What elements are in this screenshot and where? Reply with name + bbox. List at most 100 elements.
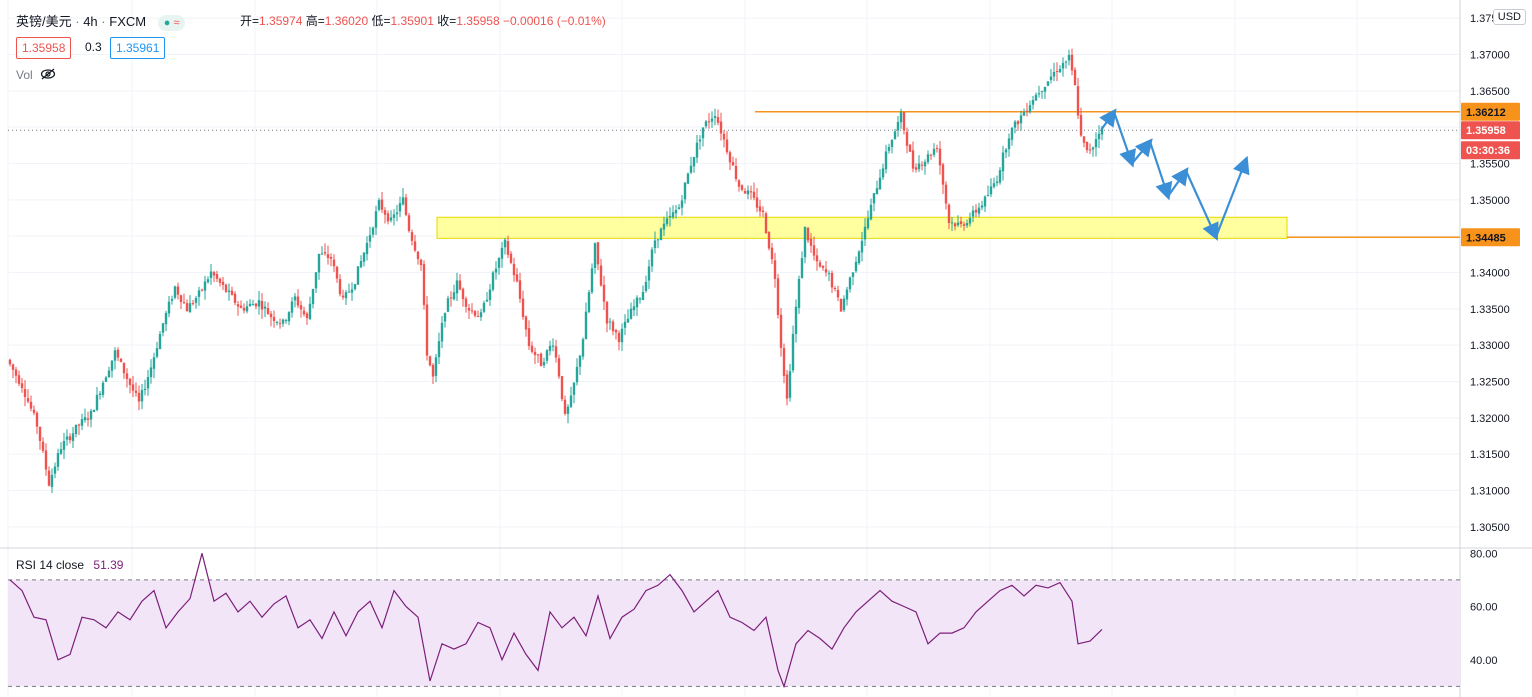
candle-body: [929, 154, 933, 156]
candle: [449, 291, 453, 307]
candle-body: [668, 215, 672, 218]
candle-body: [713, 116, 717, 118]
candle: [305, 311, 309, 325]
candle: [557, 354, 561, 379]
candle-body: [815, 255, 819, 262]
candle-body: [56, 453, 60, 467]
candle: [335, 265, 339, 283]
candle-body: [593, 243, 597, 268]
projection-arrow[interactable]: [1148, 141, 1173, 201]
candle: [401, 187, 405, 206]
symbol-legend[interactable]: 英镑/美元 · 4h · FXCM ● ≈: [16, 11, 186, 31]
candle-body: [584, 311, 588, 340]
candle: [920, 161, 924, 171]
candle-body: [587, 292, 591, 312]
candle: [890, 139, 894, 154]
candle-body: [149, 367, 153, 377]
candle: [533, 347, 537, 364]
support-tag: [1461, 228, 1520, 247]
candle-body: [989, 186, 993, 195]
candle-body: [1097, 133, 1101, 140]
candle-body: [1076, 86, 1080, 116]
candle: [872, 193, 876, 212]
candle: [926, 150, 930, 165]
candle-body: [935, 148, 939, 150]
candle: [239, 300, 243, 309]
candle-body: [278, 323, 282, 325]
candle: [1052, 62, 1056, 82]
candle-body: [695, 142, 699, 158]
candle: [896, 115, 900, 137]
candle-body: [302, 310, 306, 315]
candle: [836, 285, 840, 302]
candle: [302, 306, 306, 317]
candle: [437, 332, 441, 364]
projection-arrows[interactable]: [1099, 108, 1250, 241]
candle: [614, 328, 618, 340]
projection-arrow[interactable]: [1112, 111, 1136, 168]
candle-body: [818, 262, 822, 267]
candle: [356, 266, 360, 285]
projection-arrow[interactable]: [1167, 167, 1189, 197]
candle: [725, 131, 729, 155]
sell-price-button[interactable]: 1.35958: [16, 37, 72, 59]
candle: [254, 302, 258, 310]
candle: [362, 251, 366, 267]
eye-hidden-icon[interactable]: [40, 68, 56, 83]
candle-body: [395, 212, 399, 215]
candle: [392, 209, 396, 226]
candle: [395, 204, 399, 222]
candle-body: [659, 228, 663, 241]
candle: [77, 423, 81, 435]
candle: [53, 462, 57, 479]
candle-body: [950, 222, 954, 224]
candle-body: [926, 154, 930, 163]
projection-arrow[interactable]: [1099, 108, 1117, 130]
price-axis[interactable]: 1.375001.370001.365001.360001.355001.350…: [1470, 13, 1510, 534]
interval-label[interactable]: 4h: [83, 14, 98, 29]
candle: [137, 385, 141, 411]
volume-legend[interactable]: Vol: [16, 68, 56, 83]
candle: [344, 289, 348, 305]
candle-body: [632, 306, 636, 311]
candle: [371, 226, 375, 238]
projection-arrow[interactable]: [1214, 155, 1250, 238]
candle: [944, 181, 948, 210]
candle: [959, 216, 963, 228]
projection-arrow[interactable]: [1184, 170, 1219, 241]
price-tick-label: 1.35500: [1470, 159, 1510, 171]
candle-body: [620, 328, 624, 343]
candle: [1058, 65, 1062, 73]
candle-body: [272, 316, 276, 322]
candle-body: [77, 424, 81, 426]
candle-body: [983, 196, 987, 207]
candle: [833, 286, 837, 292]
candle: [818, 259, 822, 268]
symbol-name[interactable]: 英镑/美元: [16, 14, 72, 29]
candle-body: [923, 161, 927, 167]
candle: [692, 156, 696, 173]
candle-body: [719, 121, 723, 134]
candle: [554, 339, 558, 363]
candle-body: [326, 254, 330, 259]
candle-body: [50, 474, 54, 487]
candle: [629, 302, 633, 320]
candle: [113, 347, 117, 370]
candle: [218, 277, 222, 287]
candle-body: [266, 308, 270, 315]
price-tick-label: 1.36500: [1470, 86, 1510, 98]
candle-body: [596, 242, 600, 265]
candle: [824, 260, 828, 277]
projection-arrow[interactable]: [1131, 138, 1153, 165]
candle: [497, 257, 501, 275]
buy-price-button[interactable]: 1.35961: [110, 37, 166, 59]
countdown-tag-label: 03:30:36: [1466, 145, 1510, 157]
candle: [536, 354, 540, 363]
candle-body: [449, 297, 453, 299]
candle: [761, 206, 765, 217]
currency-badge[interactable]: USD: [1492, 9, 1526, 25]
candle: [935, 144, 939, 153]
candle: [968, 212, 972, 227]
candle: [428, 355, 432, 367]
